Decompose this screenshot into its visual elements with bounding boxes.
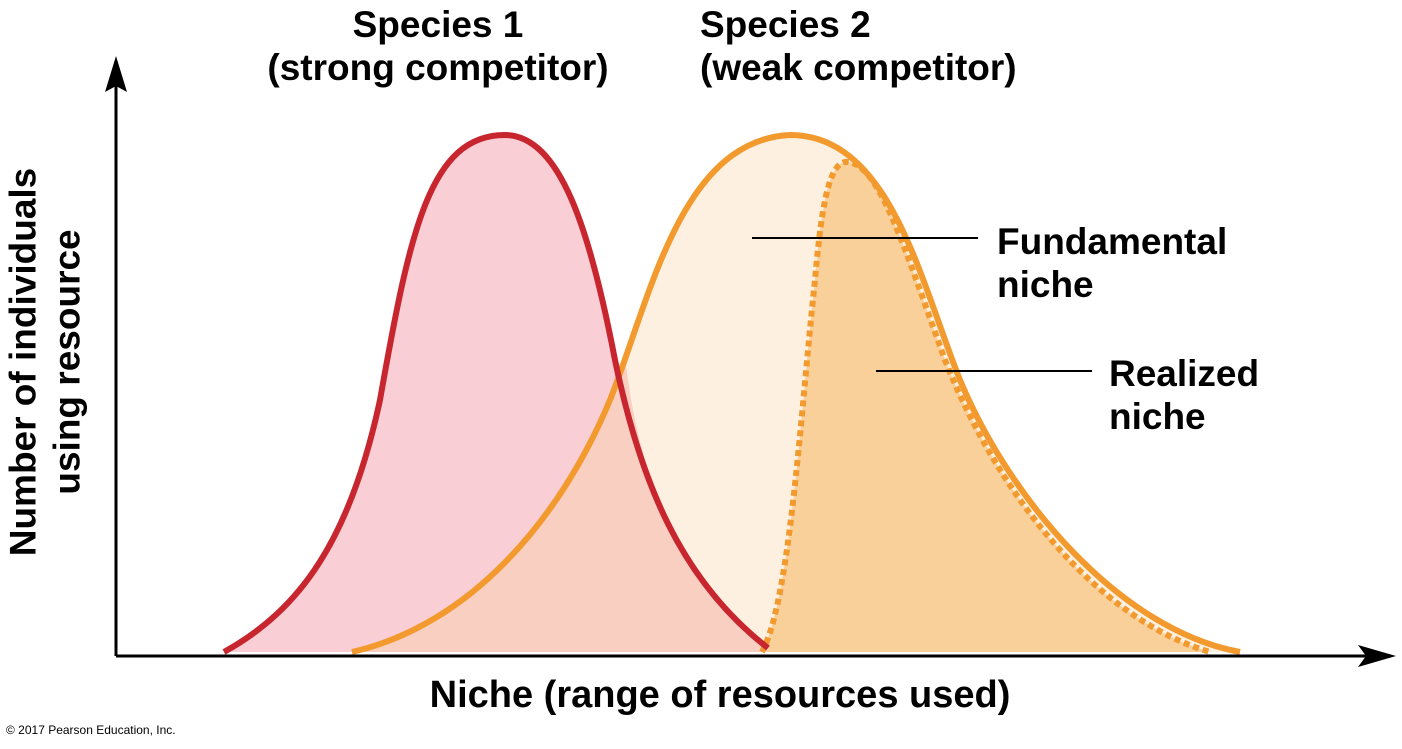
- realized-niche-fill: [762, 161, 1210, 653]
- x-axis-label: Niche (range of resources used): [429, 674, 1011, 716]
- copyright-notice: © 2017 Pearson Education, Inc.: [6, 723, 176, 737]
- fundamental-niche-line1: Fundamental: [997, 221, 1228, 262]
- x-axis-arrowhead: [1358, 645, 1396, 667]
- fundamental-niche-label: Fundamental niche: [997, 221, 1227, 306]
- y-axis-label-line2: using resource: [47, 229, 88, 495]
- y-axis-label-line1: Number of individuals: [2, 167, 44, 557]
- y-axis-arrowhead: [105, 56, 127, 92]
- species1-curve: [222, 131, 770, 655]
- species2-descriptor: (weak competitor): [700, 46, 1017, 88]
- species1-name: Species 1: [352, 4, 524, 45]
- overlap-fill: [352, 365, 768, 652]
- realized-niche-line1: Realized: [1109, 353, 1260, 394]
- species1-descriptor: (strong competitor): [267, 46, 609, 88]
- species2-curve: [351, 131, 1241, 655]
- realized-niche-label: Realized niche: [1109, 353, 1259, 438]
- y-axis-label: Number of individuals using resource: [2, 168, 91, 557]
- species2-name: Species 2: [700, 4, 871, 45]
- realized-niche-line2: niche: [1109, 395, 1206, 437]
- realized-niche-curve: [759, 159, 1211, 655]
- species2-label: Species 2 (weak competitor): [700, 4, 1017, 89]
- species1-label: Species 1 (strong competitor): [267, 4, 608, 89]
- fundamental-niche-line2: niche: [997, 263, 1094, 305]
